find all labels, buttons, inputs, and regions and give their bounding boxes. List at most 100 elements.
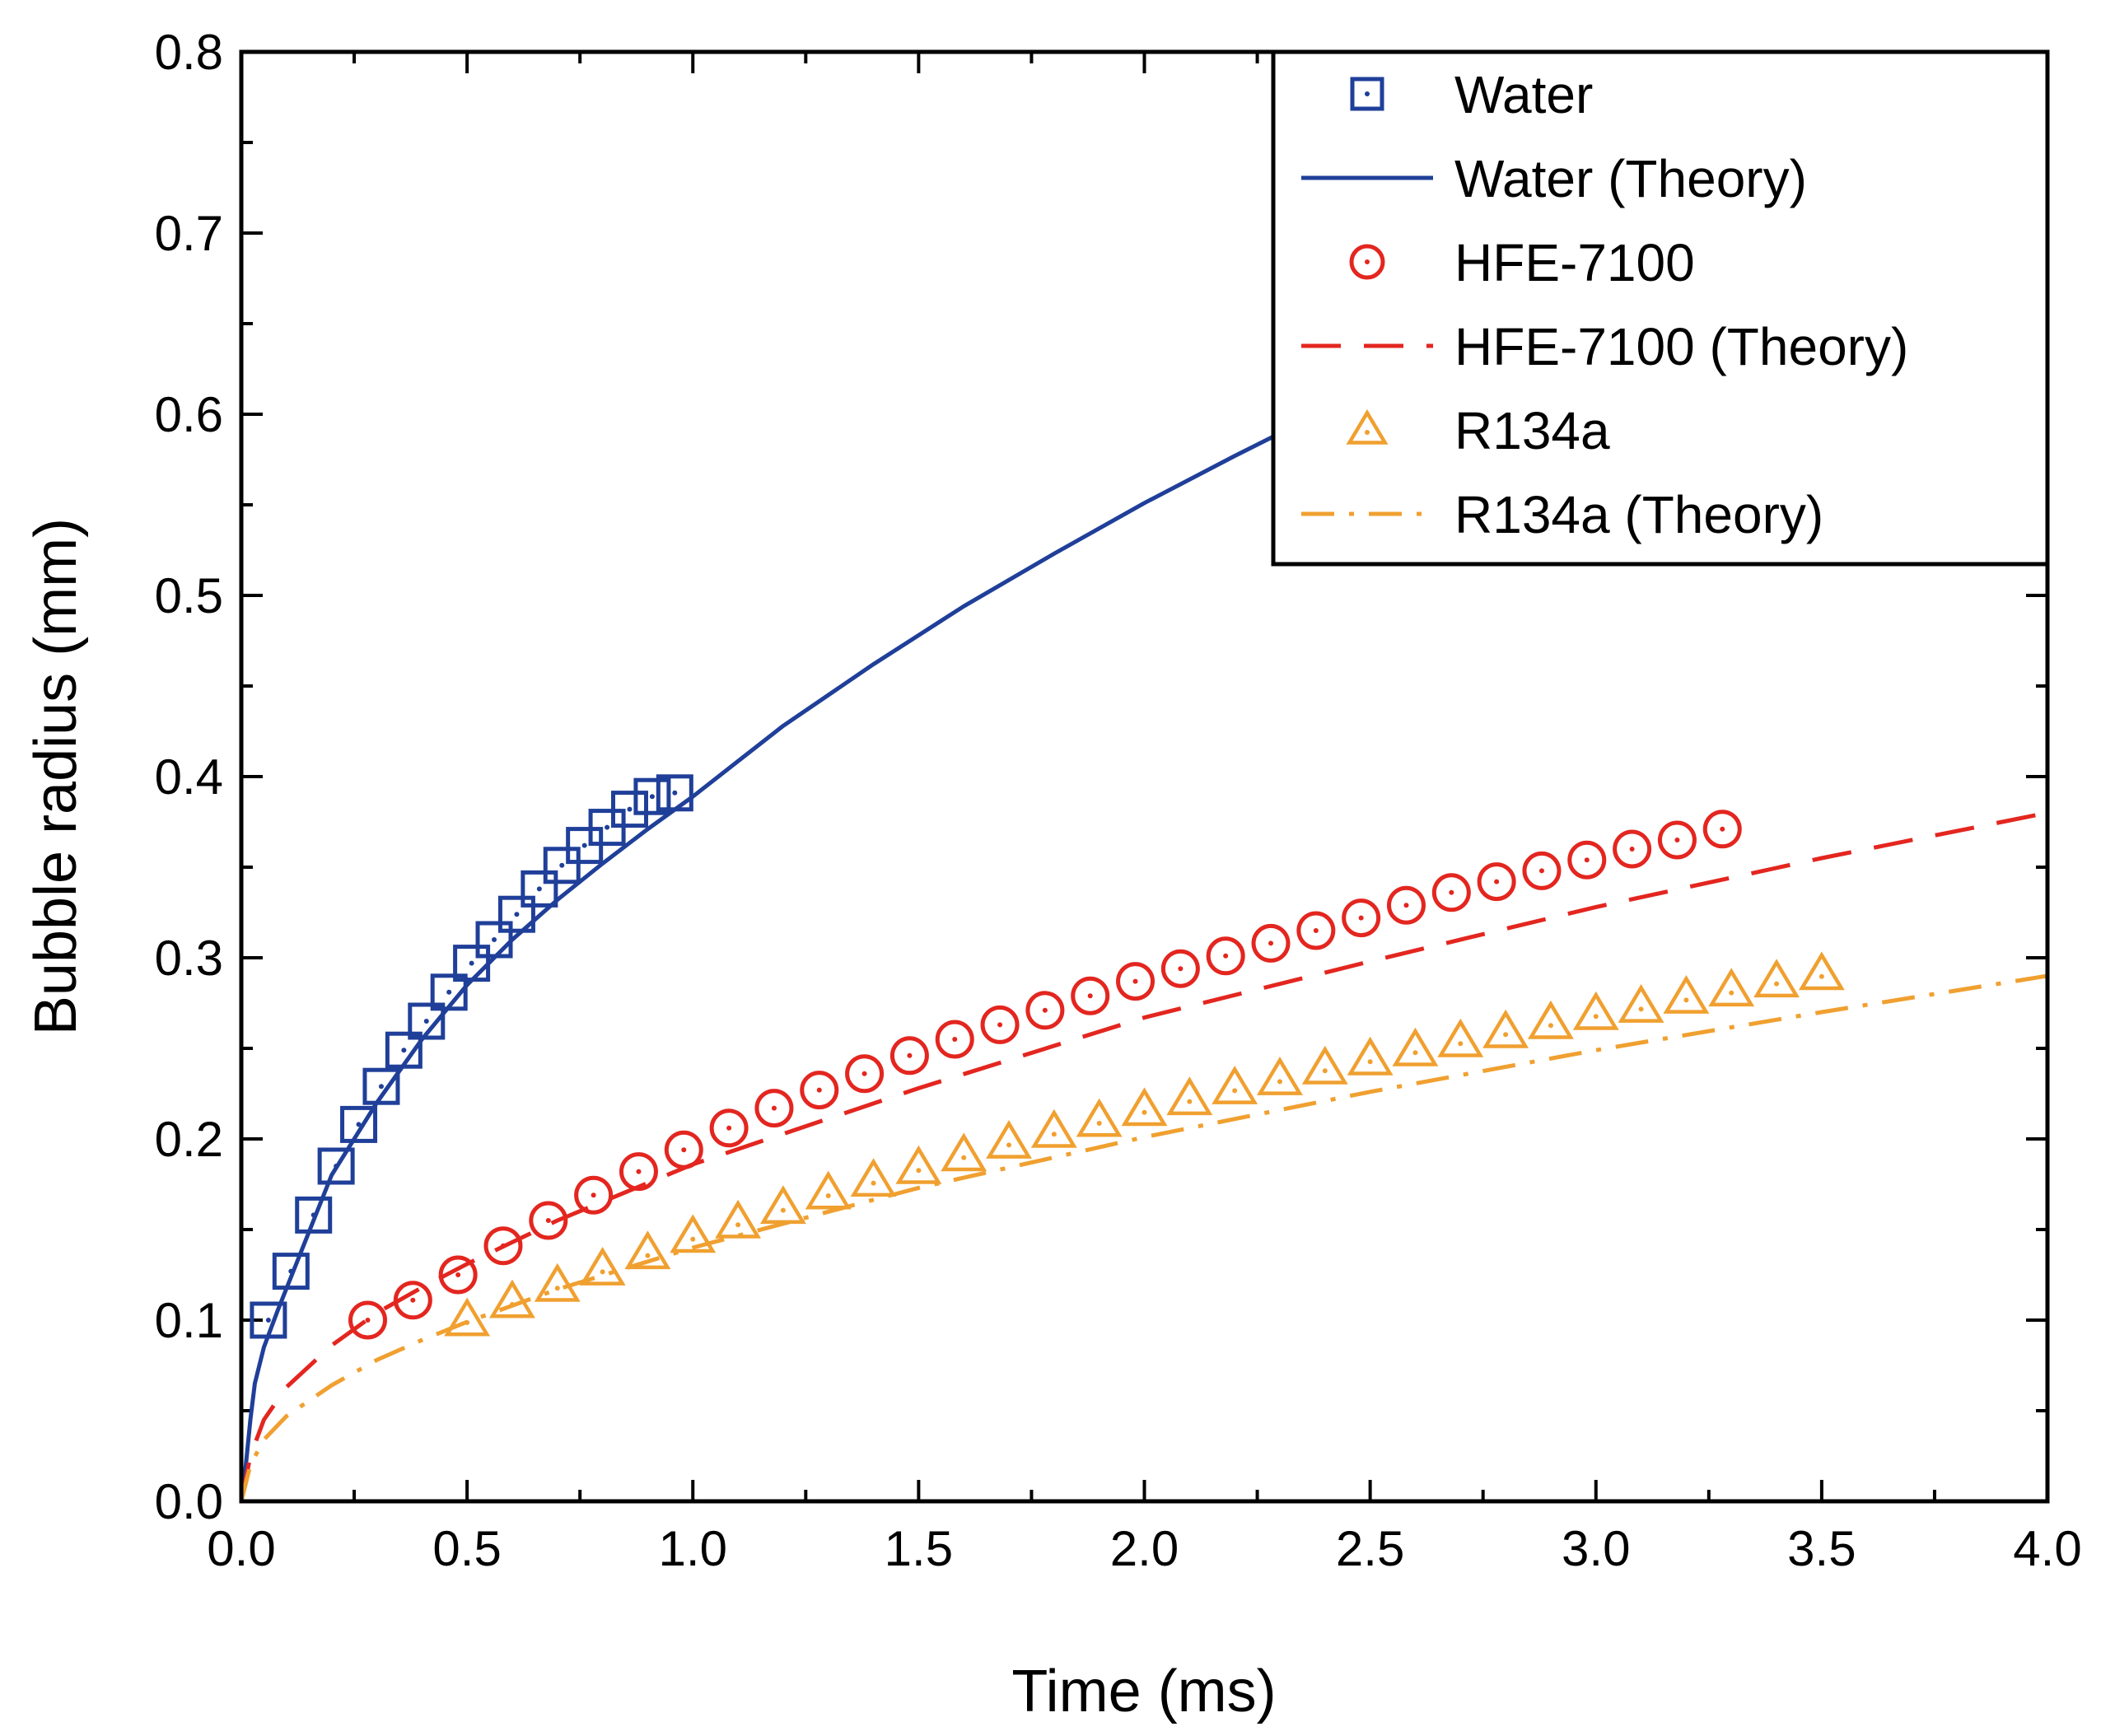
data-point-2-dot <box>365 1318 371 1323</box>
data-point-2-dot <box>1087 993 1093 999</box>
y-axis-title: Bubble radius (mm) <box>23 518 89 1035</box>
legend-label-4: R134a <box>1454 401 1610 460</box>
data-point-4-dot <box>1458 1041 1464 1047</box>
data-point-0-dot <box>627 806 633 812</box>
data-point-2-dot <box>636 1169 642 1174</box>
data-point-4 <box>1708 968 1755 1007</box>
data-point-2 <box>1160 949 1200 988</box>
legend-label-5: R134a (Theory) <box>1454 485 1823 544</box>
data-point-2-dot <box>1403 903 1409 908</box>
data-point-4 <box>670 1214 717 1253</box>
data-point-0-dot <box>536 886 542 892</box>
data-point-4 <box>941 1132 987 1172</box>
data-point-2-dot <box>726 1125 732 1131</box>
data-point-0 <box>610 791 648 828</box>
data-point-0 <box>521 870 558 908</box>
legend-label-3: HFE-7100 (Theory) <box>1454 317 1908 376</box>
data-point-2 <box>709 1108 749 1148</box>
data-point-0-dot <box>672 790 678 796</box>
data-point-2-dot <box>1449 889 1454 895</box>
data-point-4 <box>1798 951 1845 991</box>
data-point-4 <box>1257 1057 1303 1095</box>
data-point-4-dot <box>1819 973 1824 979</box>
data-point-2 <box>1613 829 1652 869</box>
data-point-0-dot <box>378 1084 384 1090</box>
data-point-4-dot <box>465 1320 470 1325</box>
data-point-0 <box>656 774 693 812</box>
y-tick-label: 0.4 <box>155 749 223 805</box>
data-point-4 <box>895 1145 942 1184</box>
data-point-2-dot <box>997 1022 1003 1028</box>
y-tick-label: 0.7 <box>155 206 223 261</box>
data-point-2 <box>393 1281 432 1320</box>
data-point-2-dot <box>500 1243 506 1248</box>
data-point-0-dot <box>334 1164 339 1169</box>
y-tick-label: 0.8 <box>155 25 223 80</box>
data-point-4 <box>1527 1000 1574 1039</box>
data-point-4 <box>715 1199 762 1239</box>
data-point-0-dot <box>514 912 520 917</box>
data-point-2-dot <box>1674 838 1680 842</box>
data-point-0-dot <box>288 1268 294 1274</box>
data-point-2 <box>980 1005 1020 1044</box>
data-point-2 <box>619 1152 658 1192</box>
data-point-4 <box>1347 1036 1394 1076</box>
data-point-2 <box>1071 976 1110 1015</box>
data-point-2 <box>1025 991 1065 1030</box>
data-point-0-dot <box>469 960 474 966</box>
legend-label-0: Water <box>1454 65 1593 124</box>
data-point-4-dot <box>1548 1023 1553 1029</box>
data-point-4-dot <box>1051 1132 1057 1137</box>
data-point-2 <box>574 1175 614 1215</box>
data-point-2-dot <box>1538 868 1544 874</box>
data-point-2 <box>1522 851 1562 890</box>
data-point-4-dot <box>1142 1109 1147 1115</box>
data-point-2-dot <box>1042 1007 1048 1013</box>
data-point-4-dot <box>645 1253 651 1258</box>
data-point-2-dot <box>1178 966 1184 972</box>
data-point-2-dot <box>771 1105 777 1111</box>
x-tick-label: 0.5 <box>432 1521 501 1576</box>
legend-label-2: HFE-7100 <box>1454 233 1695 292</box>
data-point-4 <box>759 1185 806 1225</box>
data-point-2 <box>1431 873 1471 912</box>
data-point-4 <box>579 1247 626 1286</box>
data-point-4 <box>1121 1087 1168 1127</box>
data-point-4-dot <box>1096 1121 1102 1126</box>
data-point-4-dot <box>961 1155 967 1160</box>
y-tick-label: 0.2 <box>155 1112 223 1167</box>
data-point-2 <box>754 1089 794 1128</box>
data-point-0 <box>497 895 535 933</box>
data-point-2-dot <box>816 1087 822 1093</box>
data-point-2-dot <box>1132 978 1138 984</box>
plot-series <box>241 374 2047 1501</box>
x-tick-label: 1.0 <box>659 1521 727 1576</box>
data-point-4 <box>1392 1027 1439 1066</box>
data-point-0-dot <box>310 1212 316 1218</box>
data-point-0 <box>295 1196 333 1234</box>
data-point-2-dot <box>1223 953 1229 959</box>
data-point-4-dot <box>600 1269 605 1275</box>
x-axis-title: Time (ms) <box>1011 1659 1276 1724</box>
legend-symbol-2 <box>1349 244 1385 280</box>
data-point-2-dot <box>591 1192 596 1198</box>
data-point-4-dot <box>1729 990 1734 996</box>
data-point-0-dot <box>356 1122 362 1127</box>
data-point-2 <box>529 1201 568 1240</box>
data-point-2 <box>1342 898 1381 938</box>
data-point-4 <box>624 1230 671 1270</box>
data-point-4 <box>1572 991 1619 1030</box>
data-point-4-dot <box>690 1236 696 1242</box>
data-point-4 <box>1076 1098 1123 1137</box>
data-point-4 <box>1212 1066 1258 1104</box>
data-point-4-dot <box>1232 1088 1238 1094</box>
data-point-2 <box>664 1130 703 1169</box>
legend-symbol-4 <box>1346 408 1389 445</box>
data-point-2-dot <box>681 1147 687 1153</box>
data-point-2-dot <box>455 1272 461 1277</box>
data-point-2 <box>1702 810 1742 849</box>
data-point-0-dot <box>265 1318 271 1323</box>
data-point-4-dot <box>871 1180 876 1186</box>
legend-symbol-0 <box>1350 77 1384 111</box>
data-point-4 <box>1663 975 1710 1014</box>
